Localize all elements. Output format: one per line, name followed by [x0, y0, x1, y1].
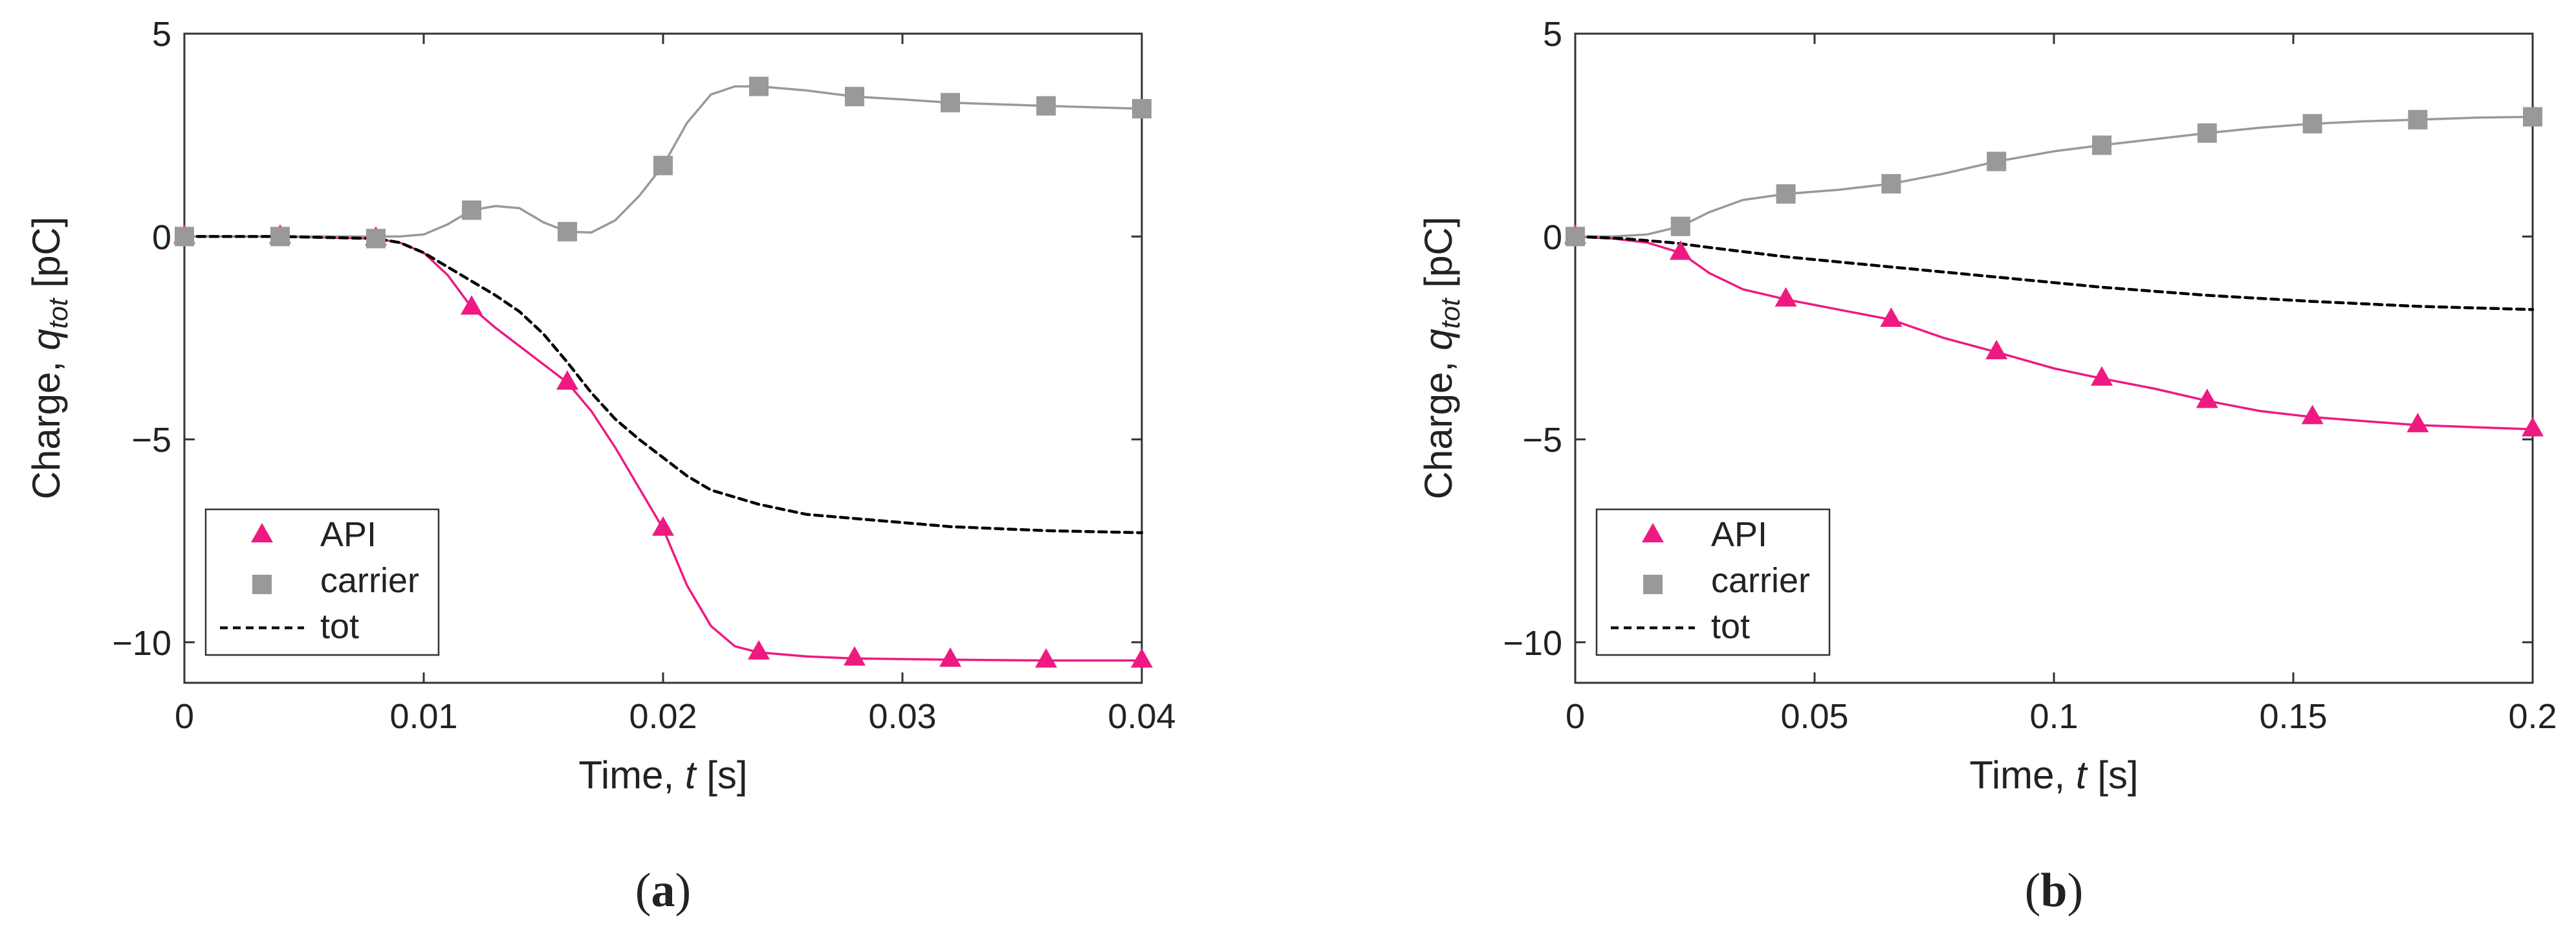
legend-label-carrier: carrier [1711, 561, 1810, 600]
data-point-carrier [1881, 173, 1901, 194]
x-tick-label: 0 [1566, 697, 1585, 736]
series-line-tot [182, 235, 1144, 535]
legend-label-tot: tot [320, 607, 359, 646]
data-point-api [2196, 388, 2218, 408]
data-point-api [1035, 648, 1057, 668]
data-point-carrier [1566, 227, 1585, 247]
data-point-carrier [2523, 107, 2542, 127]
data-point-api [556, 370, 578, 390]
legend-marker-api [251, 523, 273, 542]
x-axis-label-a: Time, t [s] [578, 753, 747, 797]
data-point-api [748, 639, 770, 660]
data-point-carrier [845, 87, 864, 107]
data-point-api [1774, 287, 1797, 307]
data-point-carrier [653, 155, 673, 175]
legend-label-carrier: carrier [320, 561, 419, 600]
data-point-api [1985, 340, 2008, 360]
x-tick-label: 0.05 [1780, 697, 1848, 736]
data-point-carrier [1036, 96, 1056, 116]
panel-label-a: (a) [635, 864, 691, 917]
data-point-carrier [2408, 109, 2428, 129]
data-point-api [1880, 307, 1903, 327]
series-layer-a [173, 76, 1153, 668]
data-point-api [844, 646, 866, 666]
y-tick-label: −5 [1522, 421, 1562, 460]
panel-a: 0 0.01 0.02 0.03 0.04 −10 −5 0 5 Time, t… [25, 15, 1176, 917]
data-point-carrier [2092, 135, 2112, 155]
data-point-api [2091, 366, 2113, 386]
data-point-carrier [558, 221, 577, 241]
y-tick-label: 0 [1543, 218, 1562, 257]
data-point-api [461, 295, 483, 315]
x-tick-label: 0.04 [1108, 697, 1175, 736]
legend-box [204, 508, 440, 656]
data-point-carrier [1132, 98, 1152, 118]
data-point-api [1669, 240, 1692, 260]
data-point-carrier [175, 227, 194, 247]
data-point-api [652, 516, 674, 536]
axis-ticks-b [1574, 32, 2534, 683]
data-point-carrier [1670, 216, 1690, 236]
series-layer-b [1564, 107, 2544, 437]
data-point-carrier [941, 93, 960, 113]
y-tick-label: −10 [112, 624, 171, 663]
series-line-tot [1573, 235, 2535, 311]
data-point-api [939, 647, 961, 667]
y-tick-label: 5 [1543, 15, 1562, 54]
legend-marker-api [1642, 523, 1664, 542]
y-axis-label-b: Charge, qtot [pC] [1417, 217, 1465, 500]
data-point-api [2407, 412, 2429, 432]
legend-label-tot: tot [1711, 607, 1750, 646]
legend-label-api: API [320, 515, 377, 554]
data-point-carrier [2197, 123, 2217, 143]
legend-b: API carrier tot [1595, 508, 1831, 656]
legend-a: API carrier tot [204, 508, 440, 656]
data-point-carrier [366, 228, 386, 249]
data-point-carrier [749, 76, 769, 96]
axis-ticks-a [183, 32, 1143, 683]
x-axis-label-b: Time, t [s] [1969, 753, 2138, 797]
y-axis-label-a: Charge, qtot [pC] [25, 217, 73, 500]
data-point-api [2301, 405, 2324, 425]
y-tick-label: −10 [1503, 624, 1562, 663]
data-point-api [2522, 417, 2544, 437]
data-point-api [1131, 648, 1153, 668]
x-tick-label: 0.15 [2259, 697, 2327, 736]
x-tick-label: 0.1 [2029, 697, 2078, 736]
legend-label-api: API [1711, 515, 1767, 554]
x-tick-label: 0.03 [868, 697, 936, 736]
legend-box [1595, 508, 1831, 656]
y-tick-label: −5 [131, 421, 171, 460]
data-point-carrier [1987, 151, 2007, 172]
x-tick-label: 0.2 [2508, 697, 2557, 736]
data-point-carrier [462, 200, 481, 220]
x-tick-label: 0 [175, 697, 194, 736]
data-point-carrier [2302, 114, 2322, 134]
legend-marker-carrier [252, 575, 272, 594]
x-tick-label: 0.01 [389, 697, 457, 736]
legend-marker-carrier [1643, 575, 1663, 594]
x-tick-label: 0.02 [629, 697, 697, 736]
data-point-carrier [1776, 184, 1796, 204]
data-point-carrier [270, 227, 290, 247]
y-tick-label: 0 [152, 218, 171, 257]
y-tick-label: 5 [152, 15, 171, 54]
panel-b: 0 0.05 0.1 0.15 0.2 −10 −5 0 5 Time, t [… [1417, 15, 2557, 917]
panel-label-b: (b) [2025, 864, 2083, 917]
